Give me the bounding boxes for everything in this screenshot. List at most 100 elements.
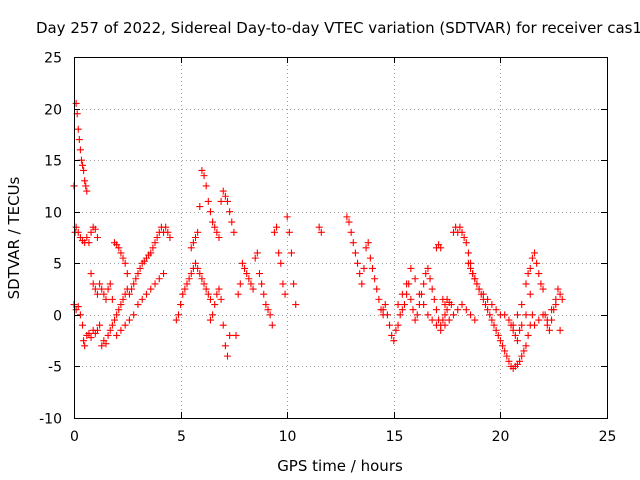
data-point [206,316,214,324]
data-point [255,270,263,278]
data-point [121,259,129,267]
x-tick-label: 15 [386,429,404,445]
data-point [390,337,398,345]
series-sat-j [232,213,300,339]
data-point [72,223,80,231]
data-point [236,280,244,288]
series-sat-f [113,270,168,339]
data-point [501,347,509,355]
data-point [371,275,379,283]
data-point [379,306,387,314]
data-point [98,342,106,350]
data-point [98,285,106,293]
data-point [437,326,445,334]
data-point [75,136,83,144]
data-point [486,311,494,319]
data-point [224,352,232,360]
data-point [117,301,125,309]
data-point [232,331,240,339]
data-point [202,285,210,293]
data-point [162,223,170,231]
data-point [430,295,438,303]
data-point [115,244,123,252]
data-point [108,295,116,303]
data-point [428,316,436,324]
data-point [264,306,272,314]
y-tick-label: 5 [53,257,62,273]
data-point [87,270,95,278]
data-point [496,337,504,345]
data-point [226,208,234,216]
data-point [147,285,155,293]
data-point [447,301,455,309]
data-point [432,306,440,314]
data-point [441,321,449,329]
data-point [522,311,530,319]
data-point [396,311,404,319]
data-point [177,301,185,309]
data-point [526,290,534,298]
data-point [343,213,351,221]
data-point [471,316,479,324]
data-point [513,311,521,319]
data-point [155,275,163,283]
data-point [394,301,402,309]
series-sat-a [70,99,91,195]
data-point [102,295,110,303]
data-point [192,234,200,241]
data-point [104,331,112,339]
data-point [522,342,530,350]
data-point [467,311,475,319]
series-sat-h [187,166,238,252]
data-point [181,285,189,293]
data-point [481,301,489,309]
data-point [93,326,101,334]
data-point [79,321,87,329]
data-point [81,342,89,350]
data-point [200,280,208,288]
data-point [183,280,191,288]
data-point [554,285,562,293]
data-point [528,311,536,319]
data-point [185,275,193,283]
data-point [121,321,129,329]
data-point [187,270,195,278]
data-point [241,264,249,272]
data-point [511,331,519,339]
data-point [104,285,112,293]
data-point [108,321,116,329]
data-point [179,290,187,298]
data-point [509,326,517,334]
data-point [89,280,97,288]
data-point [533,259,541,267]
data-point [398,290,406,298]
data-point [441,301,449,309]
data-point [445,316,453,324]
data-point [125,290,133,298]
data-point [552,301,560,309]
data-point [285,228,293,236]
data-point [428,285,436,293]
data-point [317,228,325,236]
data-point [283,213,291,221]
data-point [290,280,298,288]
data-point [456,223,464,231]
data-point [469,270,477,278]
data-point [535,270,543,278]
data-point [206,295,214,303]
data-point [531,249,539,257]
data-point [373,285,381,293]
data-point [106,280,114,288]
data-point [149,244,157,252]
data-point [520,347,528,355]
data-point [228,218,236,226]
data-point [488,301,496,309]
data-point [196,203,204,211]
data-point [394,321,402,329]
data-point [413,311,421,319]
data-point [420,280,428,288]
data-point [351,249,359,257]
data-point [249,285,257,293]
